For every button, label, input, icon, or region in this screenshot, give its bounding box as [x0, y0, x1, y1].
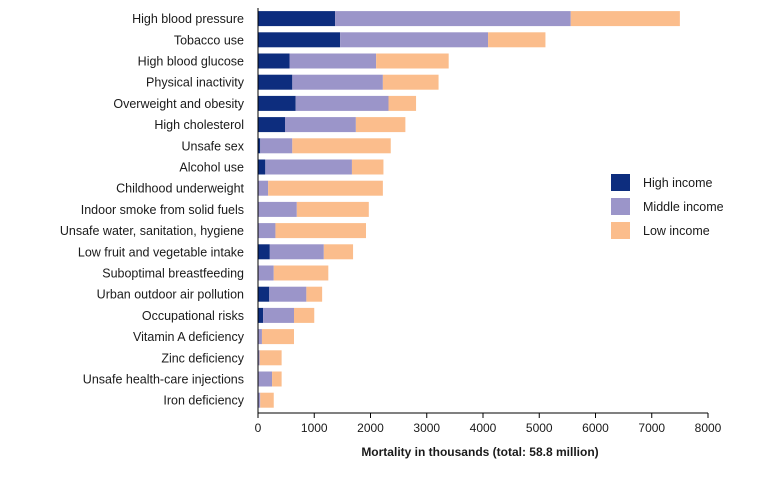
bar-low-income-high-cholesterol — [355, 117, 406, 133]
legend-label-low-income: Low income — [643, 224, 710, 238]
x-tick-label: 7000 — [638, 421, 665, 435]
bar-middle-income-unsafe-health-care-injections — [258, 371, 273, 387]
bar-middle-income-tobacco-use — [340, 32, 489, 48]
bar-middle-income-alcohol-use — [265, 159, 352, 175]
category-label-occupational-risks: Occupational risks — [142, 309, 244, 323]
x-axis-title: Mortality in thousands (total: 58.8 mill… — [361, 445, 598, 459]
bar-high-income-unsafe-sex — [258, 138, 261, 154]
x-tick-label: 8000 — [695, 421, 722, 435]
bar-high-income-high-blood-pressure — [258, 11, 336, 27]
legend: High income Middle income Low income — [611, 174, 724, 239]
category-label-urban-outdoor-air-pollution: Urban outdoor air pollution — [97, 288, 244, 302]
bar-low-income-unsafe-health-care-injections — [272, 371, 282, 387]
category-label-low-fruit-and-vegetable-intake: Low fruit and vegetable intake — [78, 245, 244, 259]
category-label-vitamin-a-deficiency: Vitamin A deficiency — [133, 330, 245, 344]
x-axis-ticks: 0 1000 2000 3000 4000 5000 6000 7000 8000 — [255, 413, 722, 435]
bar-middle-income-indoor-smoke-from-solid-fuels — [258, 201, 297, 217]
x-tick-label: 5000 — [526, 421, 553, 435]
bar-low-income-high-blood-pressure — [570, 11, 680, 27]
x-tick-label: 6000 — [582, 421, 609, 435]
legend-swatch-low-income — [611, 222, 630, 239]
x-tick-label: 1000 — [301, 421, 328, 435]
bar-low-income-vitamin-a-deficiency — [261, 329, 294, 345]
bar-high-income-overweight-and-obesity — [258, 95, 296, 111]
x-tick-label: 3000 — [413, 421, 440, 435]
x-tick-label: 2000 — [357, 421, 384, 435]
bar-low-income-childhood-underweight — [268, 180, 383, 196]
bar-low-income-low-fruit-and-vegetable-intake — [323, 244, 354, 260]
bar-middle-income-high-blood-glucose — [289, 53, 377, 69]
category-label-unsafe-health-care-injections: Unsafe health-care injections — [83, 373, 244, 387]
bar-low-income-urban-outdoor-air-pollution — [306, 286, 323, 302]
category-label-high-cholesterol: High cholesterol — [154, 118, 244, 132]
category-label-overweight-and-obesity: Overweight and obesity — [113, 97, 244, 111]
x-tick-label: 4000 — [470, 421, 497, 435]
bar-middle-income-suboptimal-breastfeeding — [258, 265, 274, 281]
bar-middle-income-unsafe-sex — [260, 138, 293, 154]
bar-middle-income-occupational-risks — [263, 307, 294, 323]
bar-middle-income-unsafe-water-sanitation-hygiene — [258, 223, 276, 239]
bar-middle-income-physical-inactivity — [292, 74, 383, 90]
bar-middle-income-vitamin-a-deficiency — [258, 329, 262, 345]
bar-high-income-high-cholesterol — [258, 117, 285, 133]
bar-low-income-iron-deficiency — [260, 392, 274, 408]
category-label-zinc-deficiency: Zinc deficiency — [161, 351, 244, 365]
category-label-high-blood-pressure: High blood pressure — [132, 12, 244, 26]
category-label-unsafe-sex: Unsafe sex — [181, 139, 244, 153]
bar-high-income-alcohol-use — [258, 159, 266, 175]
bar-high-income-tobacco-use — [258, 32, 341, 48]
bar-low-income-occupational-risks — [294, 307, 315, 323]
bar-high-income-occupational-risks — [258, 307, 264, 323]
bar-low-income-tobacco-use — [488, 32, 546, 48]
category-label-unsafe-water-sanitation-hygiene: Unsafe water, sanitation, hygiene — [60, 224, 244, 238]
bar-low-income-high-blood-glucose — [376, 53, 449, 69]
bar-low-income-alcohol-use — [351, 159, 384, 175]
x-tick-label: 0 — [255, 421, 262, 435]
category-label-physical-inactivity: Physical inactivity — [146, 76, 245, 90]
bar-high-income-low-fruit-and-vegetable-intake — [258, 244, 270, 260]
bar-high-income-physical-inactivity — [258, 74, 293, 90]
category-label-indoor-smoke-from-solid-fuels: Indoor smoke from solid fuels — [81, 203, 244, 217]
bar-low-income-overweight-and-obesity — [388, 95, 417, 111]
bar-middle-income-urban-outdoor-air-pollution — [269, 286, 307, 302]
category-label-childhood-underweight: Childhood underweight — [116, 182, 244, 196]
legend-swatch-high-income — [611, 174, 630, 191]
bar-middle-income-childhood-underweight — [258, 180, 269, 196]
bar-high-income-high-blood-glucose — [258, 53, 290, 69]
bar-low-income-suboptimal-breastfeeding — [273, 265, 329, 281]
bar-middle-income-low-fruit-and-vegetable-intake — [269, 244, 324, 260]
bar-low-income-indoor-smoke-from-solid-fuels — [296, 201, 369, 217]
bar-middle-income-zinc-deficiency — [258, 350, 260, 366]
legend-label-middle-income: Middle income — [643, 200, 724, 214]
category-label-tobacco-use: Tobacco use — [174, 33, 244, 47]
bar-low-income-unsafe-sex — [292, 138, 391, 154]
bar-middle-income-iron-deficiency — [258, 392, 261, 408]
bar-low-income-physical-inactivity — [382, 74, 439, 90]
bar-high-income-urban-outdoor-air-pollution — [258, 286, 270, 302]
category-label-iron-deficiency: Iron deficiency — [163, 394, 244, 408]
bar-middle-income-high-blood-pressure — [335, 11, 571, 27]
bar-middle-income-high-cholesterol — [285, 117, 356, 133]
bar-middle-income-overweight-and-obesity — [295, 95, 389, 111]
category-labels: High blood pressure Tobacco use High blood… — [60, 12, 245, 408]
category-label-suboptimal-breastfeeding: Suboptimal breastfeeding — [102, 267, 244, 281]
legend-swatch-middle-income — [611, 198, 630, 215]
bar-low-income-unsafe-water-sanitation-hygiene — [275, 223, 366, 239]
bar-low-income-zinc-deficiency — [259, 350, 282, 366]
bars-group — [258, 11, 680, 408]
legend-label-high-income: High income — [643, 176, 713, 190]
category-label-high-blood-glucose: High blood glucose — [138, 55, 244, 69]
category-label-alcohol-use: Alcohol use — [179, 161, 244, 175]
